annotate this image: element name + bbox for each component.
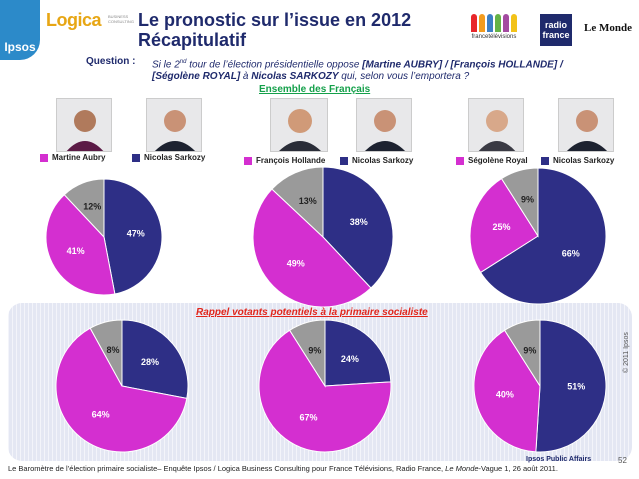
pie-data-label: 49% [287, 259, 305, 269]
pie-slice-nsp [63, 178, 105, 239]
pie-slice-sarkozy [479, 167, 607, 305]
pie-data-label: 28% [141, 357, 159, 367]
pie-slice-sarkozy [535, 319, 607, 453]
pie-data-label: 64% [92, 410, 110, 420]
legend-item: Nicolas Sarkozy [132, 153, 205, 162]
pie-data-label: 9% [523, 346, 536, 356]
section-title-ensemble: Ensemble des Français [259, 84, 371, 95]
pie-data-label: 67% [300, 413, 318, 423]
france-televisions-logo: francetélévisions [466, 14, 522, 44]
photo-nicolas-sarkozy [146, 98, 202, 152]
photo-segolene-royal [468, 98, 524, 152]
pie-data-label: 66% [562, 248, 580, 258]
ipsos-public-affairs: Ipsos Public Affairs [526, 456, 592, 463]
legend-swatch [340, 156, 348, 165]
pie-slice-candidate [469, 177, 539, 274]
pie-data-label: 40% [496, 389, 514, 399]
legend-swatch [132, 153, 140, 162]
pie-data-label: 38% [350, 217, 368, 227]
pie-data-label: 9% [308, 346, 321, 356]
pie-data-label: 13% [299, 196, 317, 206]
radio-france-logo: radio france [540, 14, 572, 46]
pie-data-label: 51% [567, 382, 585, 392]
question-text: Si le 2nd tour de l’élection présidentie… [152, 59, 563, 83]
page-title: Le pronostic sur l’issue en 2012 Récapit… [138, 10, 412, 50]
pie-slice-sarkozy [103, 178, 163, 295]
legend-swatch [456, 156, 464, 165]
photo-francois-hollande [270, 98, 328, 152]
pie-data-label: 8% [106, 345, 119, 355]
pie-slice-sarkozy [322, 166, 394, 289]
pie-slice-nsp [503, 319, 541, 388]
legend-item: Nicolas Sarkozy [340, 156, 413, 165]
pie-data-label: 12% [83, 202, 101, 212]
pie-data-label: 47% [127, 228, 145, 238]
pie-data-label: 9% [521, 194, 534, 204]
photo-nicolas-sarkozy [356, 98, 412, 152]
footer-source: Le Baromètre de l’élection primaire soci… [8, 464, 558, 473]
legend-swatch [541, 156, 549, 165]
le-monde-logo: Le Monde [584, 22, 632, 34]
pie-slice-candidate [252, 188, 372, 308]
pie-data-label: 24% [341, 354, 359, 364]
pie-slice-candidate [55, 327, 188, 453]
pie-slice-nsp [288, 319, 326, 388]
pie-slice-sarkozy [121, 319, 189, 399]
question-label: Question : [86, 56, 136, 67]
pie-slice-sarkozy [324, 319, 392, 387]
page-number: 52 [618, 456, 627, 465]
pie-slice-nsp [271, 166, 324, 239]
copyright: © 2011 Ipsos [623, 332, 630, 373]
legend-item: François Hollande [244, 156, 325, 165]
legend-item: Nicolas Sarkozy [541, 156, 614, 165]
logica-logo: Logica BUSINESS CONSULTING [46, 10, 134, 30]
legend-swatch [244, 156, 252, 165]
photo-martine-aubry [56, 98, 112, 152]
legend-item: Martine Aubry [40, 153, 106, 162]
pie-slice-candidate [45, 194, 116, 296]
legend-item: Ségolène Royal [456, 156, 528, 165]
photo-nicolas-sarkozy [558, 98, 614, 152]
pie-slice-nsp [500, 167, 539, 238]
pie-slice-candidate [258, 329, 392, 453]
legend-swatch [40, 153, 48, 162]
pie-slice-nsp [89, 319, 123, 387]
pie-data-label: 41% [67, 246, 85, 256]
ipsos-logo: Ipsos [0, 0, 40, 60]
section-title-primaire: Rappel votants potentiels à la primaire … [196, 307, 428, 318]
pie-data-label: 25% [492, 222, 510, 232]
